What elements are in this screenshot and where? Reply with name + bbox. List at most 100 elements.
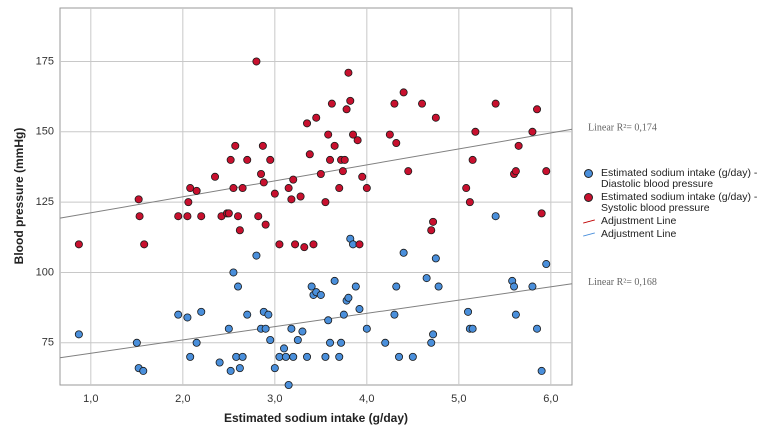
point: [381, 338, 390, 347]
x-tick-label: 3,0: [267, 393, 282, 405]
point: [289, 175, 298, 184]
point: [511, 310, 520, 319]
point: [243, 310, 252, 319]
point: [192, 338, 201, 347]
point: [392, 282, 401, 291]
point: [510, 282, 519, 291]
point: [183, 313, 192, 322]
legend-line: [583, 232, 595, 237]
point: [335, 184, 344, 193]
point: [533, 324, 542, 333]
legend-label: Adjustment Line: [601, 228, 677, 240]
legend-key: [583, 192, 597, 203]
point: [316, 290, 325, 299]
point: [362, 184, 371, 193]
point: [429, 330, 438, 339]
point: [327, 99, 336, 108]
point: [335, 352, 344, 361]
legend: Estimated sodium intake (g/day) - Diasto…: [583, 168, 763, 242]
legend-item: Adjustment Line: [583, 229, 763, 240]
point: [338, 167, 347, 176]
point: [321, 352, 330, 361]
point: [174, 212, 183, 221]
point: [74, 240, 83, 249]
point: [542, 167, 551, 176]
point: [491, 212, 500, 221]
point: [511, 167, 520, 176]
point: [355, 305, 364, 314]
point: [287, 195, 296, 204]
point: [243, 155, 252, 164]
point: [390, 99, 399, 108]
point: [337, 338, 346, 347]
point: [257, 169, 266, 178]
point: [462, 184, 471, 193]
point: [305, 150, 314, 159]
point: [358, 172, 367, 181]
point: [344, 293, 353, 302]
point: [238, 352, 247, 361]
legend-key: [583, 168, 597, 179]
point: [291, 240, 300, 249]
point: [135, 212, 144, 221]
point: [309, 240, 318, 249]
point: [408, 352, 417, 361]
point: [422, 274, 431, 283]
legend-marker: [584, 169, 593, 178]
fit-label: Linear R²= 0,168: [588, 277, 657, 288]
x-tick-label: 2,0: [175, 393, 190, 405]
point: [346, 96, 355, 105]
legend-key: [583, 216, 597, 227]
point: [395, 352, 404, 361]
point: [293, 335, 302, 344]
point: [385, 130, 394, 139]
point: [224, 209, 233, 218]
point: [465, 198, 474, 207]
point: [429, 217, 438, 226]
point: [303, 119, 312, 128]
point: [259, 178, 268, 187]
point: [321, 198, 330, 207]
point: [404, 167, 413, 176]
point: [284, 380, 293, 389]
point: [528, 127, 537, 136]
point: [468, 155, 477, 164]
point: [298, 327, 307, 336]
point: [344, 68, 353, 77]
point: [392, 139, 401, 148]
point: [224, 324, 233, 333]
point: [316, 169, 325, 178]
y-axis-title: Blood pressure (mmHg): [12, 128, 26, 265]
point: [229, 184, 238, 193]
point: [234, 212, 243, 221]
point: [238, 184, 247, 193]
point: [284, 184, 293, 193]
point: [289, 352, 298, 361]
point: [427, 226, 436, 235]
point: [287, 324, 296, 333]
point: [362, 324, 371, 333]
point: [330, 141, 339, 150]
y-tick-label: 125: [36, 196, 54, 208]
fit-label: Linear R²= 0,174: [588, 123, 657, 134]
point: [266, 335, 275, 344]
point: [252, 251, 261, 260]
point: [132, 338, 141, 347]
legend-label: Adjustment Line: [601, 215, 677, 227]
point: [427, 338, 436, 347]
point: [491, 99, 500, 108]
y-tick-label: 75: [42, 337, 54, 349]
fit-line: [59, 283, 573, 359]
point: [211, 172, 220, 181]
point: [355, 240, 364, 249]
point: [537, 209, 546, 218]
point: [342, 105, 351, 114]
fit-line: [59, 128, 573, 219]
point: [252, 57, 261, 66]
point: [312, 113, 321, 122]
point: [134, 195, 143, 204]
point: [266, 155, 275, 164]
point: [324, 130, 333, 139]
x-tick-label: 5,0: [451, 393, 466, 405]
